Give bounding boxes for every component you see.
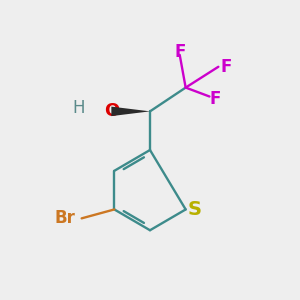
Text: S: S: [188, 200, 202, 219]
Polygon shape: [111, 106, 150, 116]
Text: F: F: [210, 91, 221, 109]
Text: H: H: [72, 99, 85, 117]
Text: O: O: [104, 102, 119, 120]
Text: F: F: [220, 58, 232, 76]
Text: F: F: [174, 43, 185, 61]
Text: Br: Br: [55, 209, 76, 227]
